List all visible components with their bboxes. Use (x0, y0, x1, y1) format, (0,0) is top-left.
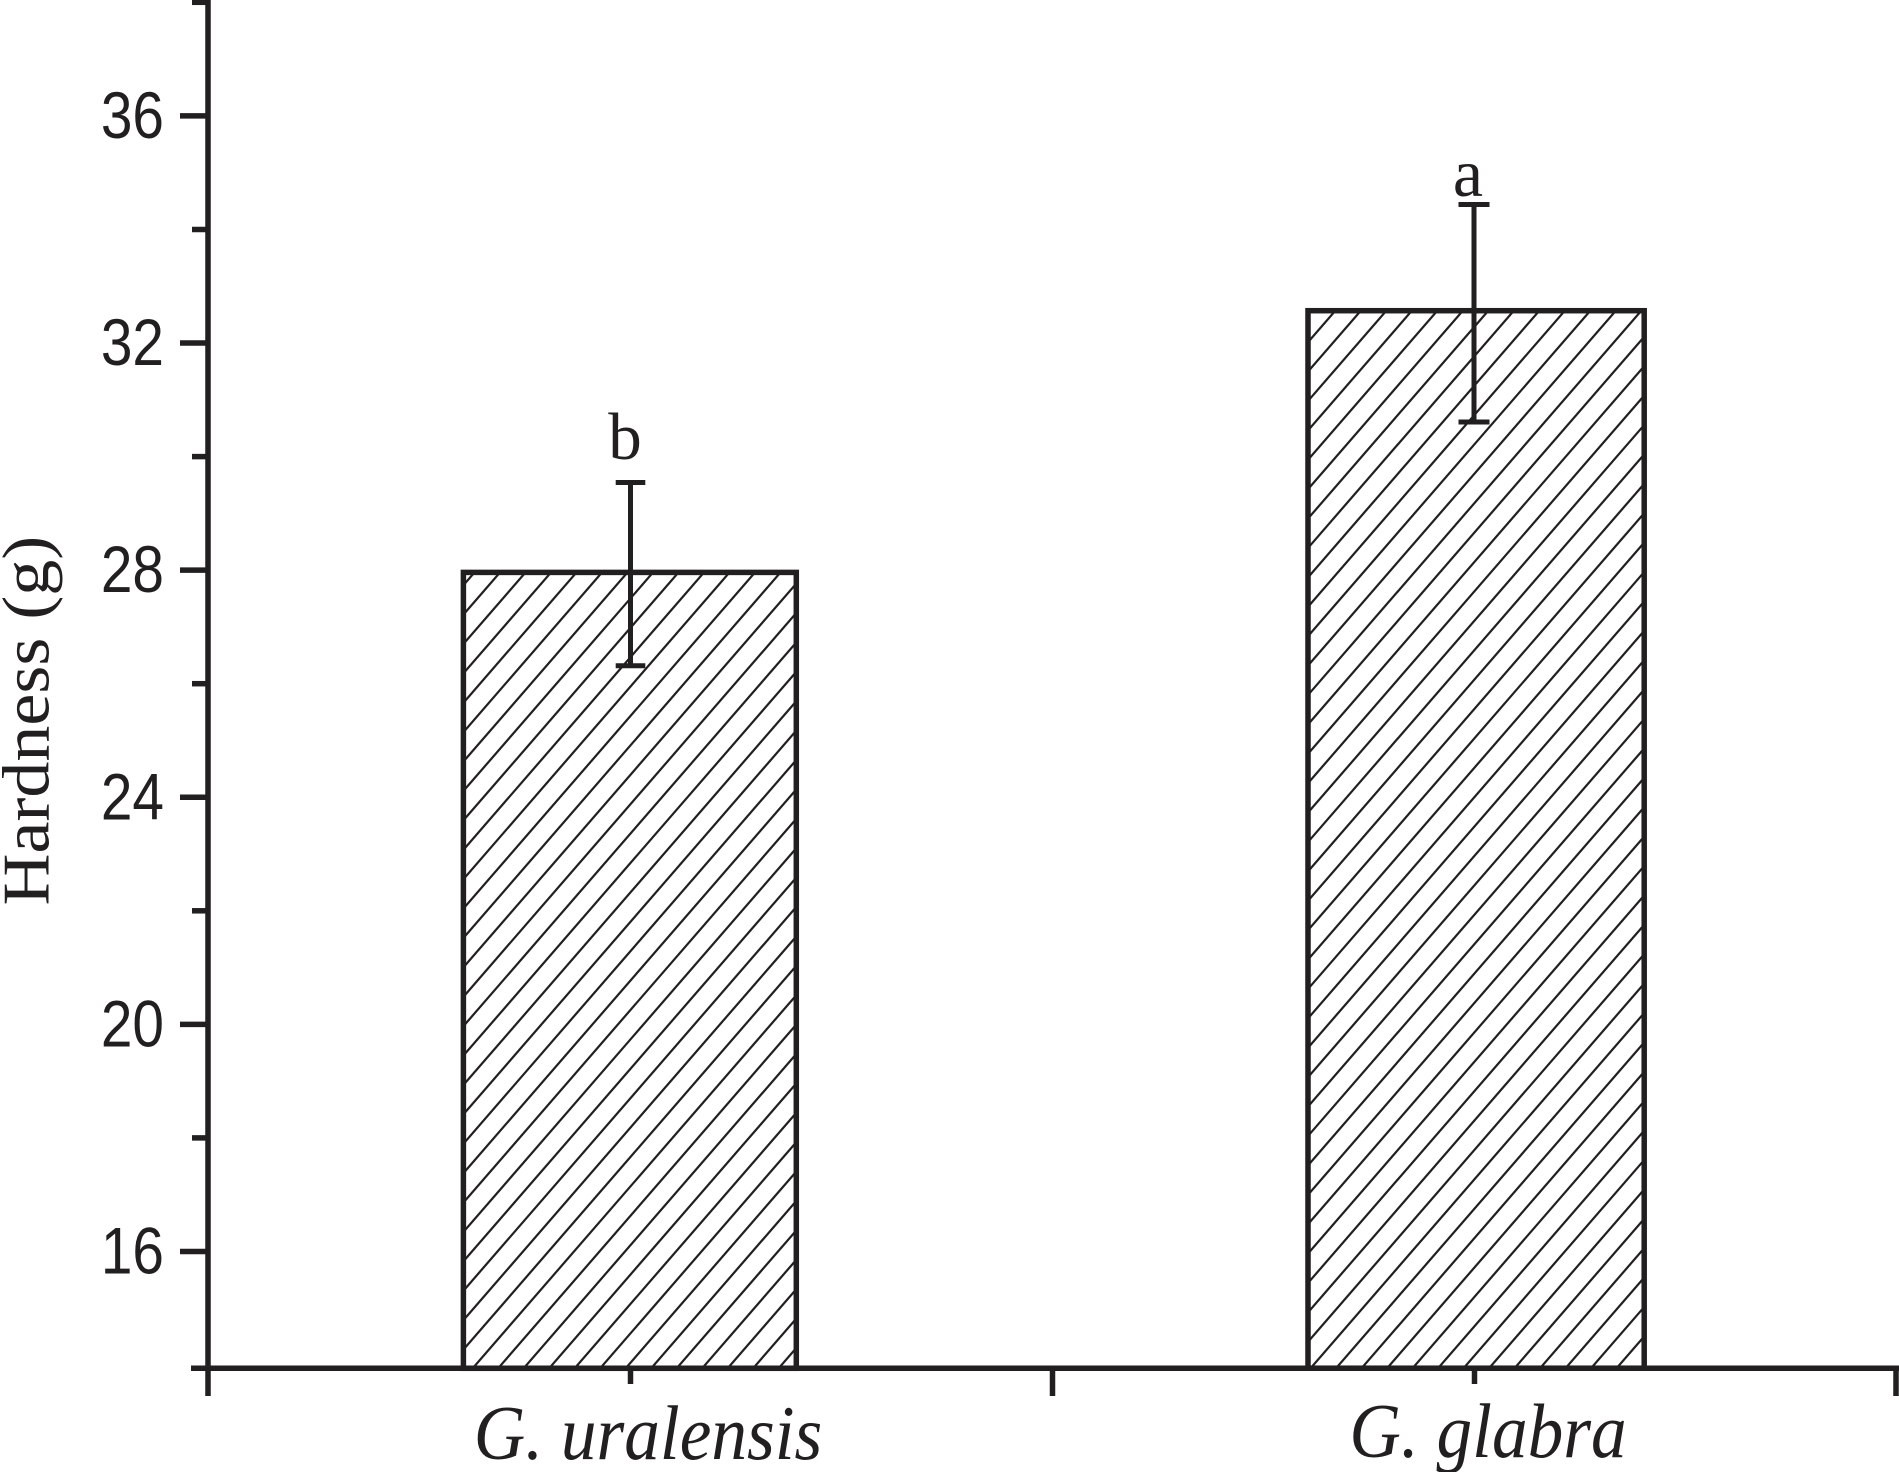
svg-text:24: 24 (101, 761, 164, 835)
svg-text:Hardness (g): Hardness (g) (0, 536, 63, 906)
svg-text:G. glabra: G. glabra (1349, 1389, 1626, 1472)
svg-text:a: a (1453, 135, 1483, 211)
svg-text:16: 16 (101, 1215, 164, 1289)
svg-text:b: b (608, 400, 642, 474)
svg-text:20: 20 (101, 988, 164, 1062)
svg-text:G. uralensis: G. uralensis (474, 1391, 823, 1472)
svg-text:36: 36 (101, 79, 164, 153)
svg-text:28: 28 (101, 533, 164, 607)
svg-text:32: 32 (101, 306, 164, 380)
